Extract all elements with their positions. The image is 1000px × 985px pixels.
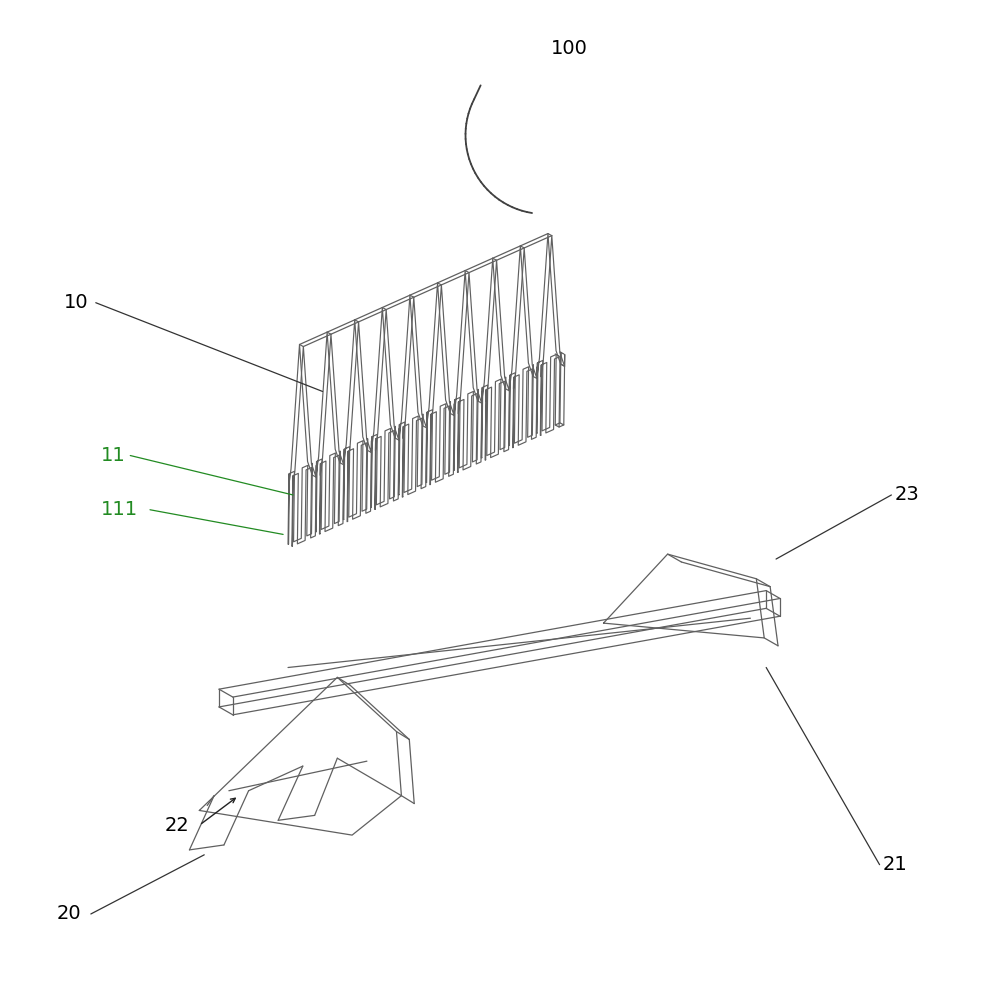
Text: 21: 21: [883, 855, 907, 874]
Text: 10: 10: [64, 294, 89, 312]
Text: 11: 11: [101, 446, 125, 465]
FancyArrowPatch shape: [202, 798, 235, 823]
Text: 23: 23: [894, 486, 919, 504]
Text: 22: 22: [165, 816, 190, 834]
Text: 100: 100: [551, 38, 587, 58]
Text: 111: 111: [101, 500, 138, 519]
Text: 20: 20: [56, 904, 81, 924]
